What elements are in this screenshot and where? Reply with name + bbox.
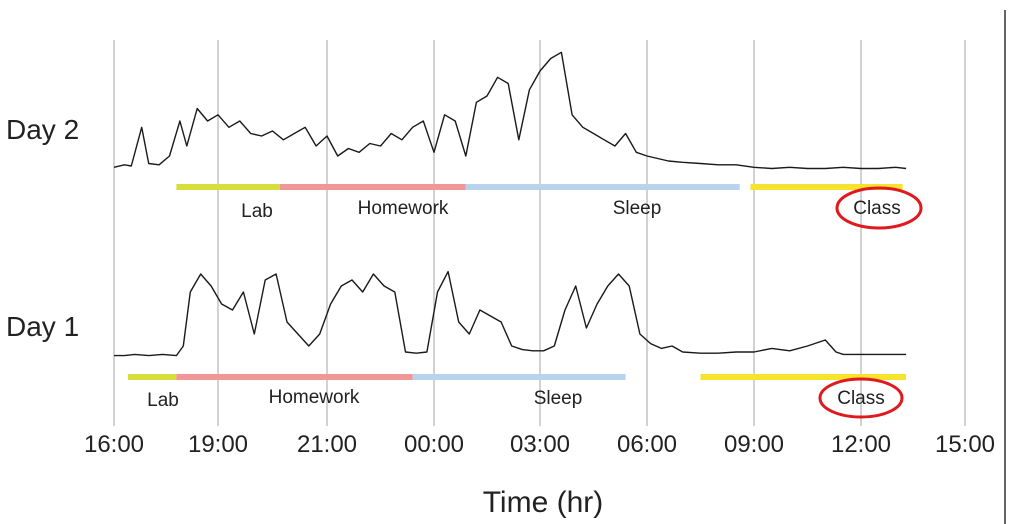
x-tick-label: 21:00: [297, 431, 357, 458]
x-tick-label: 16:00: [84, 431, 144, 458]
x-tick-label: 09:00: [724, 431, 784, 458]
x-tick-label: 03:00: [510, 431, 570, 458]
x-tick-label: 06:00: [617, 431, 677, 458]
trace-day-1: [114, 270, 907, 357]
band-class: [750, 184, 903, 190]
day2-label: Day 2: [6, 114, 79, 145]
vertical-gridlines: [113, 40, 966, 426]
band-lab: [176, 184, 280, 190]
band-sleep: [412, 374, 626, 380]
band-homework: [176, 374, 413, 380]
x-tick-label: 19:00: [188, 431, 248, 458]
x-axis-label: Time (hr): [483, 486, 604, 519]
day1-class-circle: [818, 377, 904, 419]
day1-label: Day 1: [6, 311, 79, 342]
band-homework: [279, 184, 466, 190]
band-class: [700, 374, 907, 380]
x-tick-label: 12:00: [831, 431, 891, 458]
day1-band-label-class: Class: [837, 388, 885, 409]
traces: [113, 51, 907, 357]
day2-class-circle: [835, 186, 923, 230]
day2-band-label-sleep: Sleep: [613, 198, 662, 219]
x-tick-label: 15:00: [935, 431, 995, 458]
day2-band-label-homework: Homework: [358, 198, 449, 219]
band-lab: [127, 374, 177, 380]
trace-day-2: [113, 51, 907, 170]
x-tick-labels: 16:00 19:00 21:00 00:00 03:00 06:00 09:00 12:00…: [84, 431, 995, 458]
x-tick-label: 00:00: [404, 431, 464, 458]
day2-band-label-class: Class: [853, 198, 901, 219]
day1-band-label-homework: Homework: [269, 387, 360, 408]
band-sleep: [465, 184, 740, 190]
activity-bands: [127, 184, 907, 380]
day2-band-label-lab: Lab: [241, 201, 273, 222]
day1-band-label-lab: Lab: [147, 390, 179, 411]
day1-band-label-sleep: Sleep: [534, 388, 583, 409]
